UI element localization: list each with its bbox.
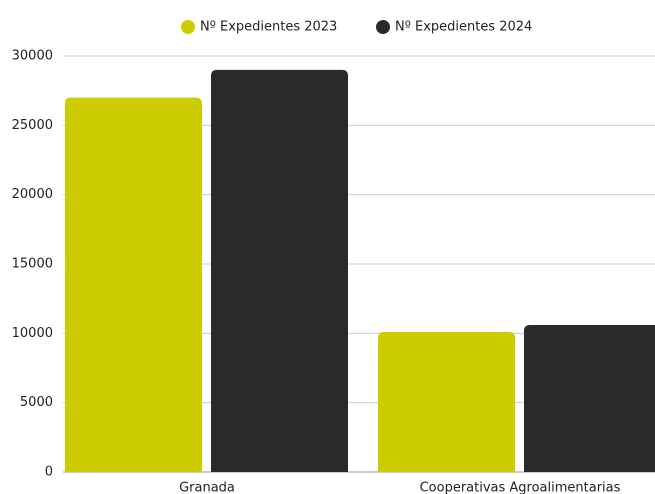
y-tick-label: 25000 bbox=[12, 118, 53, 133]
bar bbox=[378, 331, 515, 472]
y-tick-label: 15000 bbox=[12, 257, 53, 272]
legend-label: Nº Expedientes 2023 bbox=[200, 20, 337, 35]
x-tick-label: Granada bbox=[179, 481, 235, 494]
bar bbox=[211, 69, 348, 472]
y-tick-label: 5000 bbox=[20, 395, 53, 410]
legend-swatch bbox=[376, 20, 390, 34]
y-tick-label: 20000 bbox=[12, 187, 53, 202]
bar bbox=[524, 325, 655, 472]
legend-label: Nº Expedientes 2024 bbox=[395, 20, 532, 35]
legend-swatch bbox=[181, 20, 195, 34]
y-tick-label: 0 bbox=[45, 465, 53, 480]
x-tick-label: Cooperativas Agroalimentarias bbox=[420, 481, 621, 494]
bar bbox=[65, 97, 202, 472]
y-tick-label: 30000 bbox=[12, 49, 53, 64]
y-tick-label: 10000 bbox=[12, 326, 53, 341]
